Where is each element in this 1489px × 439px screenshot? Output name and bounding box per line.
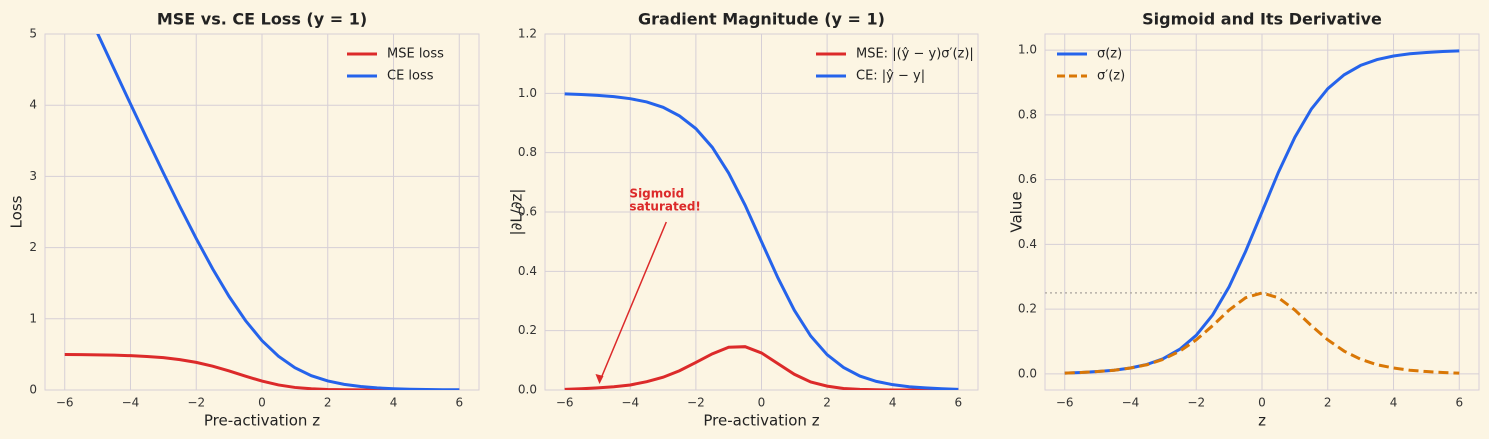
x-axis-label: Pre-activation z: [204, 412, 320, 430]
x-tick-label: 0: [258, 396, 266, 410]
y-tick-label: 2: [29, 240, 37, 254]
y-axis-label: Value: [1008, 191, 1026, 232]
y-tick-label: 0.0: [1018, 366, 1037, 380]
chart-title: MSE vs. CE Loss (y = 1): [157, 10, 367, 29]
y-tick-label: 0.2: [1018, 302, 1037, 316]
x-tick-label: −2: [687, 396, 705, 410]
x-tick-label: 4: [889, 396, 897, 410]
y-tick-label: 0.8: [1018, 107, 1037, 121]
annotation: Sigmoid: [629, 187, 684, 201]
y-tick-label: 0.0: [518, 383, 537, 397]
x-tick-label: 6: [455, 396, 463, 410]
x-tick-label: 2: [1324, 396, 1332, 410]
series-line: [64, 353, 460, 390]
panel: −6 −4 −2 0 2 4 6 0 1 2 3 4 5 MSE vs. CE Loss (y = 1) P…: [8, 10, 480, 430]
x-tick-label: 2: [823, 396, 831, 410]
x-tick-label: 2: [324, 396, 332, 410]
y-tick-label: 0.8: [518, 145, 537, 159]
series-line: [564, 345, 959, 390]
legend-label: σ(z): [1097, 47, 1122, 62]
panel: −6 −4 −2 0 2 4 6 0.0 0.2 0.4 0.6 0.8 1.0 1.2 Gradient …: [508, 10, 979, 430]
x-tick-label: −2: [187, 396, 205, 410]
legend-label: CE: |ŷ − y|: [856, 69, 925, 84]
series-line: [564, 92, 959, 390]
x-tick-label: −4: [1122, 396, 1140, 410]
series-line: [1064, 291, 1460, 375]
x-tick-label: −4: [621, 396, 639, 410]
x-tick-label: −6: [1056, 396, 1074, 410]
y-tick-label: 4: [29, 98, 37, 112]
legend-label: CE loss: [387, 69, 434, 84]
y-tick-label: 0.4: [518, 264, 537, 278]
x-tick-label: −4: [122, 396, 140, 410]
y-tick-label: 1: [29, 311, 37, 325]
y-tick-label: 1.2: [518, 27, 537, 41]
chart-title: Sigmoid and Its Derivative: [1142, 10, 1382, 29]
legend-label: MSE: |(ŷ − y)σ′(z)|: [856, 47, 974, 62]
x-tick-label: 4: [1390, 396, 1398, 410]
arrow-head: [595, 374, 604, 384]
chart-title: Gradient Magnitude (y = 1): [638, 10, 885, 29]
x-tick-label: 0: [1258, 396, 1266, 410]
y-tick-label: 0: [29, 383, 37, 397]
x-tick-label: −2: [1187, 396, 1205, 410]
y-tick-label: 0.6: [1018, 172, 1037, 186]
y-tick-label: 0.4: [1018, 237, 1037, 251]
y-tick-label: 0.2: [518, 323, 537, 337]
series-line: [96, 34, 460, 390]
y-tick-label: 3: [29, 169, 37, 183]
x-tick-label: 0: [758, 396, 766, 410]
x-axis-label: z: [1258, 412, 1266, 430]
y-axis-label: |∂L/∂z|: [508, 189, 526, 236]
annotation-arrow: [598, 221, 667, 383]
panel: −6 −4 −2 0 2 4 6 0.0 0.2 0.4 0.6 0.8 1.0 Sigmoid and …: [1008, 10, 1480, 430]
y-tick-label: 5: [29, 27, 37, 41]
x-tick-label: 6: [954, 396, 962, 410]
x-tick-label: 4: [390, 396, 398, 410]
x-tick-label: −6: [56, 396, 74, 410]
annotation: saturated!: [629, 200, 700, 214]
x-tick-label: 6: [1455, 396, 1463, 410]
y-axis-label: Loss: [8, 195, 26, 228]
legend-label: MSE loss: [387, 47, 444, 62]
legend-label: σ′(z): [1097, 69, 1125, 84]
x-axis-label: Pre-activation z: [703, 412, 819, 430]
y-tick-label: 1.0: [518, 86, 537, 100]
y-tick-label: 0.6: [518, 205, 537, 219]
y-tick-label: 1.0: [1018, 43, 1037, 57]
x-tick-label: −6: [556, 396, 574, 410]
